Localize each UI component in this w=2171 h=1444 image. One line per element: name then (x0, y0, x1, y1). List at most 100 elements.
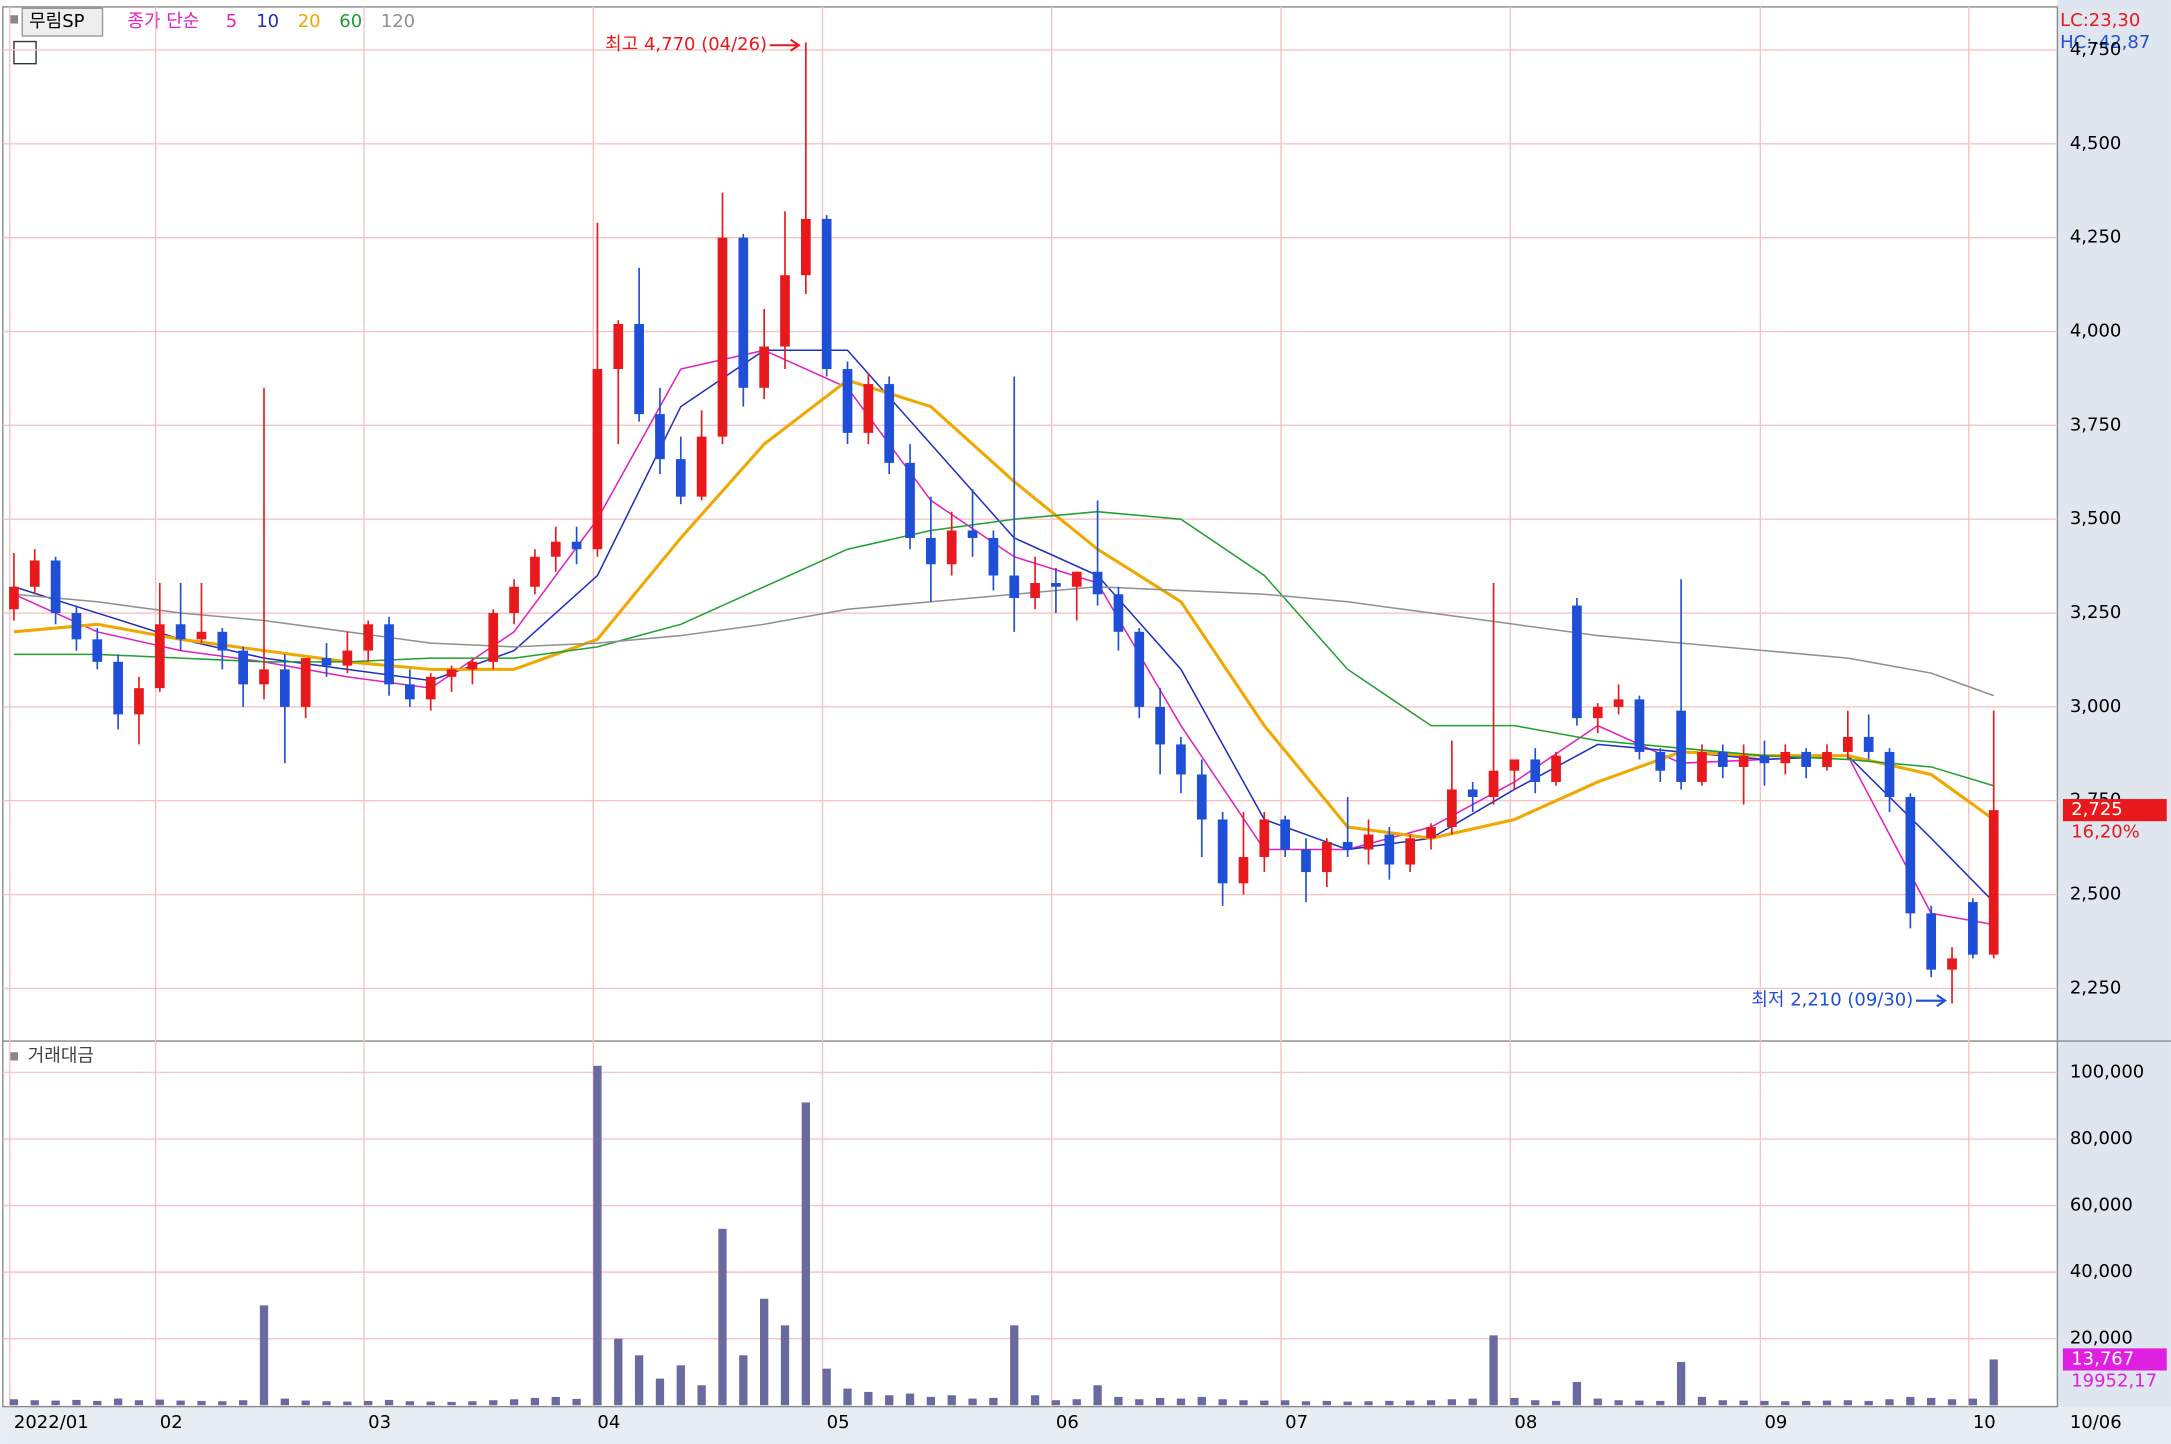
volume-bar (468, 1401, 477, 1406)
y-tick-label: 80,000 (2070, 1128, 2133, 1149)
candle-body (1196, 774, 1207, 820)
volume-bar (72, 1399, 81, 1406)
volume-bar (780, 1325, 790, 1406)
candle-body (1405, 838, 1416, 865)
candle-body (821, 218, 832, 370)
volume-bar (655, 1378, 665, 1406)
volume-bar (1260, 1400, 1269, 1406)
volume-bar (989, 1397, 998, 1406)
ticker: 무림SP (29, 11, 85, 32)
y-tick-label: 3,750 (2070, 414, 2121, 435)
y-tick-label: 4,750 (2070, 39, 2121, 60)
volume-bar (1093, 1385, 1102, 1406)
volume-bar (489, 1400, 498, 1406)
candle-body (842, 369, 853, 433)
volume-bar (343, 1401, 352, 1406)
legend-entry: 120 (381, 11, 415, 32)
volume-bar (1176, 1398, 1186, 1406)
volume-bar (1989, 1359, 1998, 1406)
candle-body (1572, 605, 1582, 719)
candle-body (113, 661, 123, 715)
candle-body (1155, 706, 1165, 745)
volume-bar (1406, 1400, 1415, 1406)
candle-body (1530, 759, 1541, 782)
volume-bar (1968, 1398, 1978, 1406)
candle-body (446, 669, 457, 677)
y-tick-label: 3,000 (2070, 696, 2121, 717)
volume-bar (1843, 1400, 1852, 1406)
volume-bar (509, 1399, 519, 1406)
volume-bar (926, 1396, 936, 1406)
volume-bar (697, 1385, 706, 1406)
volume-bar (676, 1365, 685, 1406)
candle-body (425, 676, 436, 700)
volume-bar (1676, 1361, 1686, 1406)
volume-bar (1385, 1400, 1394, 1406)
ticker-box (21, 7, 104, 37)
volume-bar (1531, 1400, 1540, 1406)
candle-body (1238, 857, 1249, 884)
candle-body (926, 537, 936, 565)
volume-bar (1760, 1400, 1769, 1406)
volume-bar (1239, 1400, 1248, 1406)
hc-label: HC:-42,87 (2060, 32, 2150, 53)
candle-body (1780, 751, 1791, 764)
candle-body (1634, 699, 1645, 752)
candle-body (1551, 755, 1561, 782)
candle-body (259, 669, 269, 685)
change-label: 16,20% (2071, 821, 2140, 842)
volume-bar (843, 1388, 852, 1406)
candle-body (1842, 736, 1853, 752)
volume-bar (218, 1401, 227, 1406)
candle-body (1697, 751, 1707, 782)
candle-body (1113, 594, 1124, 632)
x-tick-label: 06 (1056, 1412, 1079, 1433)
volume-bar (947, 1395, 956, 1406)
candle-body (634, 324, 644, 415)
volume-bar (301, 1400, 310, 1406)
volume-bar (1739, 1400, 1748, 1406)
candle-body (613, 324, 624, 370)
volume-bar (801, 1102, 810, 1406)
date-axis-panel (0, 1406, 2171, 1444)
volume-bar (551, 1396, 560, 1406)
candle-body (363, 624, 374, 651)
candle-body (1217, 819, 1228, 884)
candle-body (1384, 834, 1395, 865)
volume-bar (885, 1395, 894, 1406)
x-tick-label: 10 (1973, 1412, 1996, 1433)
candle-body (759, 346, 770, 388)
legend-entry: 20 (298, 11, 321, 32)
candle-body (488, 613, 499, 662)
candle-body (1280, 819, 1291, 850)
volume-bar (968, 1398, 977, 1406)
y-tick-label: 4,000 (2070, 321, 2121, 342)
volume-bar (1197, 1396, 1206, 1406)
volume-bar (1885, 1399, 1894, 1406)
volume-bar (197, 1400, 206, 1406)
candle-body (467, 661, 478, 670)
low-arrow (1916, 994, 1947, 1008)
candle-body (29, 560, 40, 587)
high-annotation: 최고 4,770 (04/26) (605, 34, 767, 55)
legend-entry: 60 (339, 11, 362, 32)
candle-body (1968, 902, 1978, 955)
y-tick-label: 20,000 (2070, 1328, 2133, 1349)
table-icon[interactable] (13, 40, 37, 65)
candle-body (717, 237, 728, 437)
candle-body (780, 275, 790, 347)
candle-body (1738, 755, 1749, 767)
y-tick-label: 3,500 (2070, 508, 2121, 529)
x-tick-label: 02 (160, 1412, 183, 1433)
y-tick-label: 2,250 (2070, 977, 2121, 998)
volume-bar (113, 1398, 123, 1406)
candle-body (321, 658, 332, 666)
candle-body (405, 684, 415, 700)
candle-body (1051, 583, 1061, 587)
volume-bar (30, 1400, 39, 1406)
candle-body (342, 650, 353, 666)
volume-bar (1051, 1400, 1061, 1406)
volume-bar (1551, 1400, 1561, 1406)
candle-body (1030, 583, 1040, 599)
volume-bar (634, 1355, 644, 1406)
